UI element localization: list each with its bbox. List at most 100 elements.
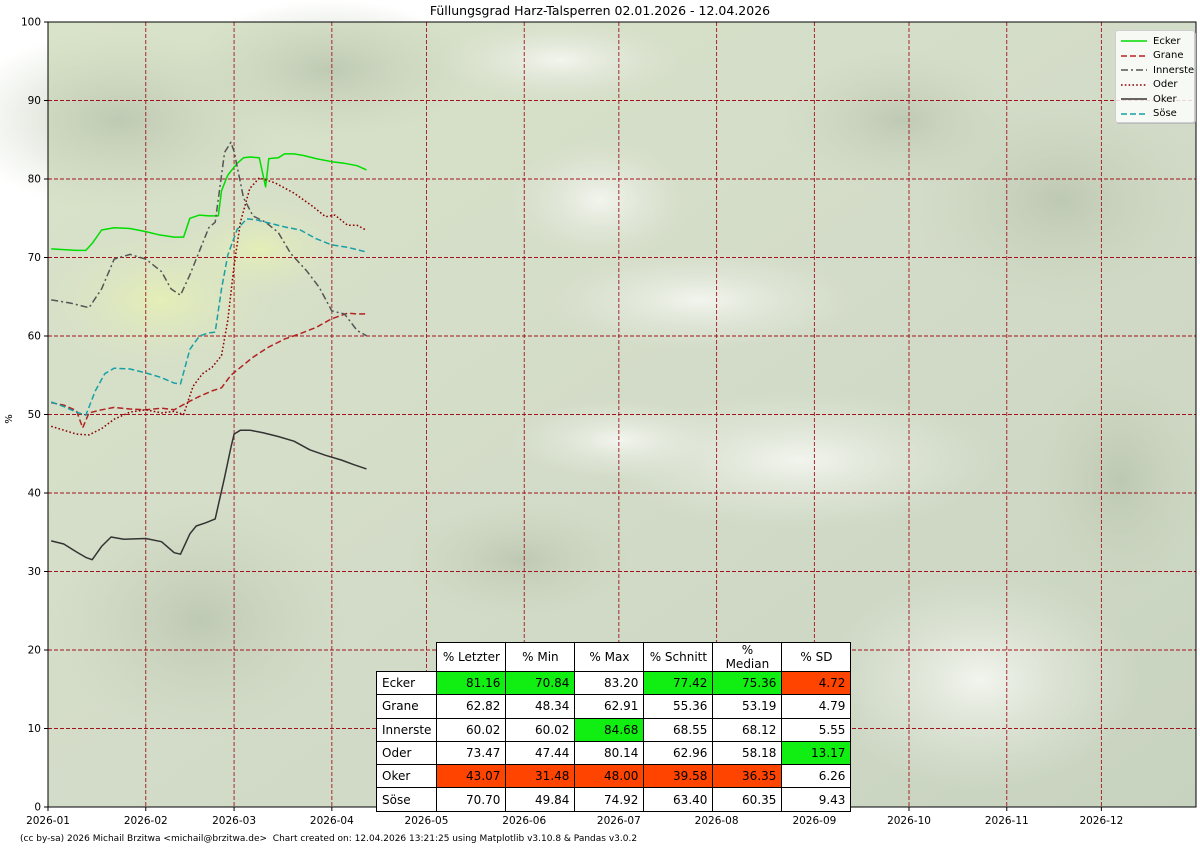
y-axis-ticks: 0 10 20 30 40 50 60 70 80 90 100 <box>21 17 48 814</box>
x-axis-ticks: 2026-01 2026-02 2026-03 2026-04 2026-05 2026-… <box>26 807 1123 827</box>
table-column-header: % Median <box>712 642 783 672</box>
table-cell: 75.36 <box>712 670 783 696</box>
table-cell: 62.96 <box>643 740 714 766</box>
legend-entry-grane: Grane <box>1120 49 1183 63</box>
table-cell: 31.48 <box>505 764 576 789</box>
y-tick-label: 50 <box>28 409 41 421</box>
x-tick-label: 2026-08 <box>695 815 739 827</box>
table-row-header: Söse <box>375 787 438 812</box>
table-row-header: Ecker <box>375 670 438 696</box>
table-cell: 39.58 <box>643 764 714 789</box>
table-cell: 83.20 <box>574 670 645 696</box>
stats-table: % Letzter% Min% Max% Schnitt% Median% SD… <box>375 642 852 812</box>
legend-label: Oder <box>1153 79 1178 90</box>
table-column-header: % Max <box>574 642 645 672</box>
series-line-oder <box>50 177 367 436</box>
x-tick-label: 2026-01 <box>26 815 70 827</box>
table-cell: 4.79 <box>781 694 852 719</box>
table-corner <box>377 643 437 672</box>
table-cell: 9.43 <box>781 787 852 812</box>
table-cell: 13.17 <box>781 740 852 766</box>
chart-title: Füllungsgrad Harz-Talsperren 02.01.2026 … <box>429 3 771 18</box>
legend-label: Grane <box>1153 50 1184 61</box>
x-tick-label: 2026-05 <box>405 815 449 827</box>
x-tick-label: 2026-11 <box>985 815 1029 827</box>
table-row-header: Oker <box>375 764 438 789</box>
series-line-ecker <box>51 153 367 252</box>
table-column-header: % Letzter <box>436 642 507 672</box>
y-tick-label: 20 <box>28 645 41 657</box>
table-cell: 70.84 <box>505 670 576 696</box>
table-cell: 62.91 <box>574 694 645 719</box>
legend-swatch <box>1121 54 1147 57</box>
table-row: Innerste 60.02 60.02 84.68 68.55 68.12 5.55 <box>375 717 852 742</box>
table-cell: 36.35 <box>712 764 783 789</box>
table-cell: 81.16 <box>436 670 507 696</box>
table-cell: 60.02 <box>436 717 507 742</box>
legend-swatch <box>1121 83 1147 86</box>
table-cell: 68.55 <box>643 717 714 742</box>
table-column-header: % SD <box>781 642 852 672</box>
table-cell: 84.68 <box>574 717 645 742</box>
table-row: Grane 62.82 48.34 62.91 55.36 53.19 4.79 <box>375 694 852 719</box>
y-tick-label: 10 <box>28 723 41 735</box>
table-cell: 53.19 <box>712 694 783 719</box>
legend-label: Innerste <box>1153 64 1195 76</box>
x-tick-label: 2026-10 <box>887 815 931 827</box>
legend-swatch <box>1121 112 1147 115</box>
table-cell: 58.18 <box>712 740 783 766</box>
legend-label: Ecker <box>1153 35 1181 47</box>
table-cell: 4.72 <box>781 670 852 696</box>
legend-swatch <box>1121 98 1147 100</box>
legend-swatch <box>1121 69 1147 71</box>
chart-footer: (cc by-sa) 2026 Michail Brzitwa <michail… <box>20 834 638 844</box>
y-tick-label: 30 <box>28 566 41 578</box>
series-line-söse <box>50 218 367 417</box>
y-tick-label: 100 <box>21 17 41 29</box>
table-cell: 5.55 <box>781 717 852 742</box>
table-cell: 48.00 <box>574 764 645 789</box>
y-tick-label: 60 <box>28 331 41 343</box>
table-row: Oder 73.47 47.44 80.14 62.96 58.18 13.17 <box>375 740 852 766</box>
table-header-row: % Letzter% Min% Max% Schnitt% Median% SD <box>377 642 852 672</box>
table-row: Ecker 81.16 70.84 83.20 77.42 75.36 4.72 <box>375 670 852 696</box>
table-cell: 43.07 <box>436 764 507 789</box>
series-lines <box>50 141 367 561</box>
table-row-header: Grane <box>375 694 438 719</box>
table-row: Oker 43.07 31.48 48.00 39.58 36.35 6.26 <box>375 764 852 789</box>
table-cell: 60.35 <box>712 787 783 812</box>
x-tick-label: 2026-07 <box>597 815 641 827</box>
x-tick-label: 2026-06 <box>502 815 546 827</box>
table-cell: 70.70 <box>436 787 507 812</box>
series-line-grane <box>51 312 367 429</box>
table-cell: 47.44 <box>505 740 576 766</box>
series-line-oker <box>51 429 367 561</box>
chart-legend: Ecker Grane Innerste Oder Oker Söse <box>1115 30 1195 123</box>
table-column-header: % Min <box>505 642 576 672</box>
x-tick-label: 2026-04 <box>310 815 354 827</box>
x-tick-label: 2026-03 <box>212 815 256 827</box>
table-row: Söse 70.70 49.84 74.92 63.40 60.35 9.43 <box>375 787 852 812</box>
table-cell: 73.47 <box>436 740 507 766</box>
legend-label: Söse <box>1153 108 1177 119</box>
table-cell: 55.36 <box>643 694 714 719</box>
table-cell: 62.82 <box>436 694 507 719</box>
legend-entry-innerste: Innerste <box>1120 63 1194 77</box>
table-cell: 49.84 <box>505 787 576 812</box>
y-tick-label: 40 <box>28 488 41 500</box>
table-cell: 48.34 <box>505 694 576 719</box>
y-tick-label: 80 <box>28 174 41 186</box>
legend-label: Oker <box>1153 93 1177 105</box>
x-tick-label: 2026-12 <box>1079 815 1123 827</box>
table-cell: 63.40 <box>643 787 714 812</box>
y-tick-label: 90 <box>28 95 41 107</box>
table-cell: 60.02 <box>505 717 576 742</box>
y-tick-label: 0 <box>34 802 41 814</box>
table-cell: 6.26 <box>781 764 852 789</box>
x-tick-label: 2026-09 <box>792 815 836 827</box>
series-line-innerste <box>51 141 367 337</box>
table-cell: 74.92 <box>574 787 645 812</box>
y-axis-label: % <box>4 414 15 424</box>
legend-entry-oder: Oder <box>1120 78 1177 92</box>
